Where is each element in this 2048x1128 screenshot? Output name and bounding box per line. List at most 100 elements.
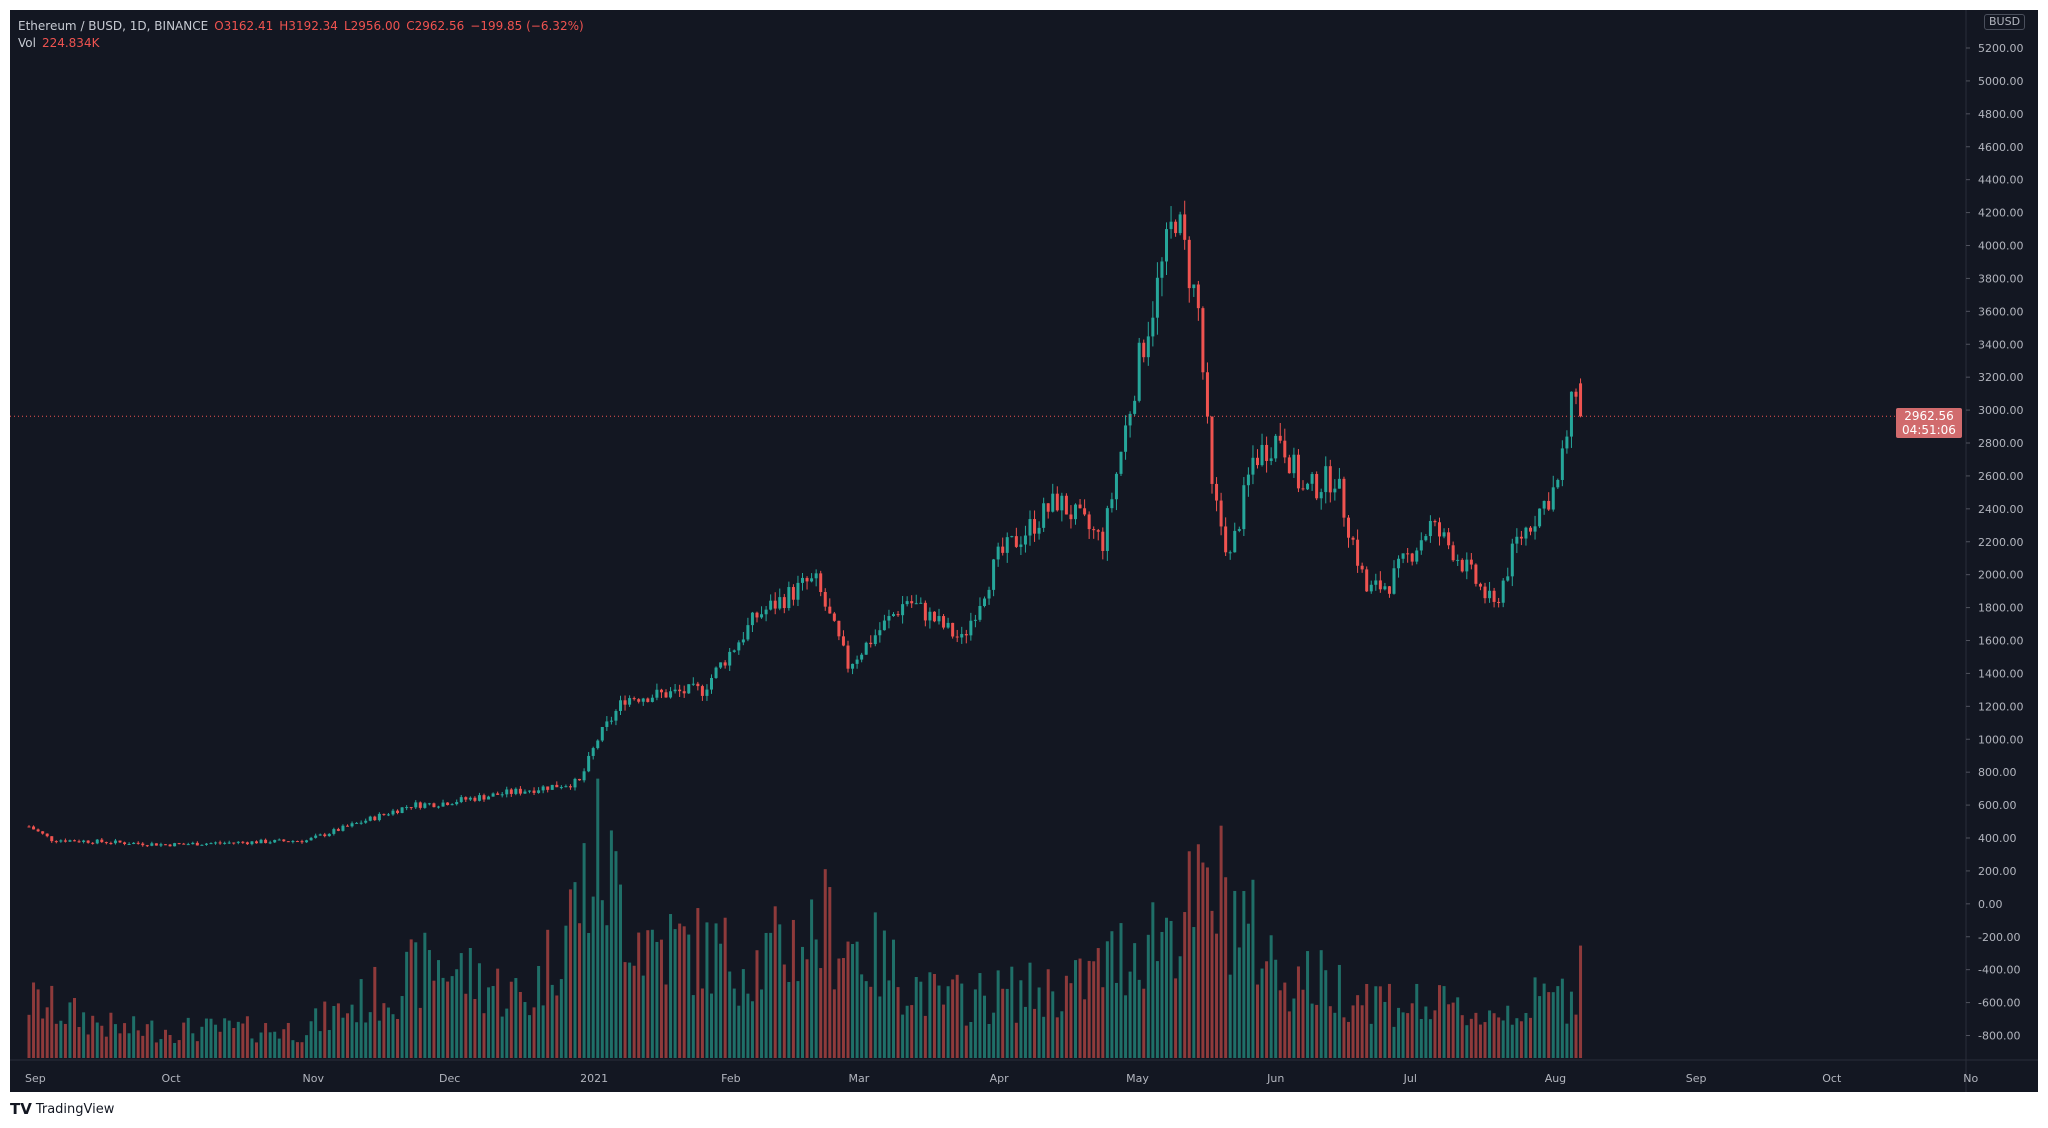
price-tick-label: 1800.00	[1978, 602, 2024, 615]
volume-bar	[1246, 923, 1250, 1058]
volume-bar	[282, 1029, 286, 1058]
symbol-title[interactable]: Ethereum / BUSD, 1D, BINANCE	[18, 19, 209, 33]
candle-body	[869, 642, 873, 645]
volume-bar	[173, 1042, 177, 1058]
volume-bar	[1269, 935, 1273, 1058]
volume-bar	[851, 943, 855, 1058]
volume-bar	[127, 1033, 131, 1058]
candle-body	[95, 839, 99, 844]
volume-bar	[1278, 990, 1282, 1058]
candle-body	[778, 597, 782, 609]
candle-body	[305, 840, 309, 843]
candle-body	[159, 844, 163, 846]
candle-body	[996, 546, 1000, 560]
volume-bar	[1319, 950, 1323, 1058]
candle-body	[555, 784, 559, 788]
candle-body	[1519, 536, 1523, 539]
volume-bar	[63, 1023, 67, 1058]
candle-body	[250, 841, 254, 845]
volume-bar	[468, 947, 472, 1058]
candle-body	[882, 620, 886, 631]
volume-bar	[537, 965, 541, 1058]
time-tick-label: Apr	[990, 1072, 1010, 1085]
chart-panel[interactable]: 5200.00 5000.00 4800.00 4600.00 4400.00 4200.…	[10, 10, 2038, 1092]
volume-bar	[1251, 879, 1255, 1058]
candle-body	[732, 650, 736, 652]
volume-bar	[801, 946, 804, 1058]
volume-bar	[332, 1005, 336, 1058]
candle-body	[1069, 514, 1073, 520]
volume-bar	[1101, 987, 1105, 1058]
volume-bar	[1114, 982, 1118, 1058]
candlestick-chart[interactable]: 5200.00 5000.00 4800.00 4600.00 4400.00 4200.…	[10, 10, 2038, 1092]
candle-body	[596, 740, 600, 749]
candle-body	[1228, 552, 1232, 554]
candle-body	[1378, 580, 1382, 590]
volume-bar	[232, 1028, 236, 1058]
candle-body	[1524, 527, 1528, 539]
candle-body	[828, 606, 832, 614]
candle-body	[1137, 342, 1141, 401]
volume-bar	[1183, 912, 1187, 1058]
volume-bar	[1433, 1010, 1437, 1058]
candle-body	[41, 831, 45, 834]
volume-bar	[810, 899, 814, 1058]
candle-body	[782, 597, 786, 609]
volume-bar	[1342, 1017, 1346, 1058]
candle-body	[901, 604, 905, 616]
volume-bar	[1242, 891, 1246, 1058]
volume-bar	[951, 979, 955, 1058]
volume-bar	[700, 988, 704, 1058]
tradingview-logo-icon[interactable]: TV	[10, 1100, 32, 1118]
candle-body	[773, 600, 777, 609]
volume-bar	[1205, 867, 1209, 1058]
candle-body	[1392, 568, 1396, 594]
volume-bar	[1083, 999, 1087, 1058]
volume-bar	[409, 939, 413, 1058]
volume-bar	[386, 1007, 390, 1058]
candle-body	[719, 662, 723, 668]
candle-body	[355, 822, 359, 824]
price-tick-label: 3000.00	[1978, 404, 2024, 417]
volume-bar	[446, 981, 450, 1058]
price-tick-label: 3200.00	[1978, 371, 2024, 384]
time-tick-label: Oct	[1822, 1072, 1842, 1085]
volume-bar	[582, 843, 586, 1058]
candle-body	[377, 813, 381, 821]
price-tick-label: 3400.00	[1978, 338, 2024, 351]
candle-body	[518, 788, 522, 794]
candle-body	[814, 573, 818, 579]
candle-body	[204, 843, 208, 845]
candle-body	[1060, 495, 1064, 511]
time-tick-label: Jul	[1403, 1072, 1417, 1085]
candle-body	[1201, 308, 1205, 373]
candle-body	[1483, 586, 1487, 599]
volume-bar	[1233, 890, 1237, 1058]
price-tick-label: 3800.00	[1978, 272, 2024, 285]
volume-bar	[1510, 1024, 1514, 1058]
candle-body	[1560, 448, 1564, 480]
candle-body	[609, 720, 613, 722]
currency-badge[interactable]: BUSD	[1984, 14, 2026, 30]
volume-bar	[350, 1004, 354, 1058]
volume-bar	[955, 974, 959, 1058]
tradingview-brand[interactable]: TradingView	[35, 1101, 115, 1117]
volume-bar	[1328, 1006, 1332, 1058]
volume-bar	[1001, 988, 1005, 1058]
volume-bar	[109, 1012, 113, 1058]
candle-body	[623, 700, 627, 705]
candle-body	[109, 843, 113, 845]
candle-body	[241, 841, 245, 843]
volume-bar	[1128, 971, 1132, 1058]
volume-bar	[614, 851, 618, 1058]
candle-body	[1269, 458, 1273, 461]
candle-body	[1497, 601, 1501, 603]
candle-body	[1215, 483, 1219, 501]
candle-body	[1510, 543, 1514, 577]
candle-body	[1301, 488, 1305, 490]
candle-body	[1205, 372, 1209, 417]
candle-body	[942, 616, 946, 628]
candle-body	[723, 662, 727, 666]
volume-bar	[295, 1042, 299, 1058]
candle-body	[964, 634, 968, 636]
